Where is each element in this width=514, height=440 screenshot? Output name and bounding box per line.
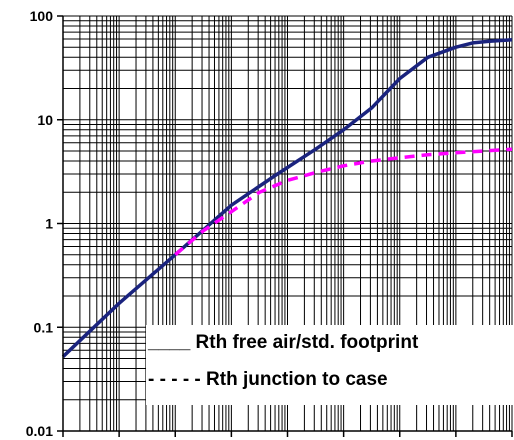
axes: 100 10 1 0.1 0.01 [26, 8, 513, 439]
y-tick-label: 10 [37, 112, 53, 128]
y-tick-label: 0.01 [26, 423, 53, 439]
legend-series-2-label: - - - - - Rth junction to case [148, 369, 388, 390]
legend-background [146, 325, 514, 405]
y-tick-label: 0.1 [34, 319, 54, 335]
series-layer [61, 38, 513, 358]
y-tick-label: 100 [30, 8, 54, 24]
legend-series-1-label: ____ Rth free air/std. footprint [147, 332, 419, 353]
series-line-2 [174, 147, 513, 257]
legend: ____ Rth free air/std. footprint - - - -… [146, 325, 514, 405]
y-tick-label: 1 [45, 216, 53, 232]
